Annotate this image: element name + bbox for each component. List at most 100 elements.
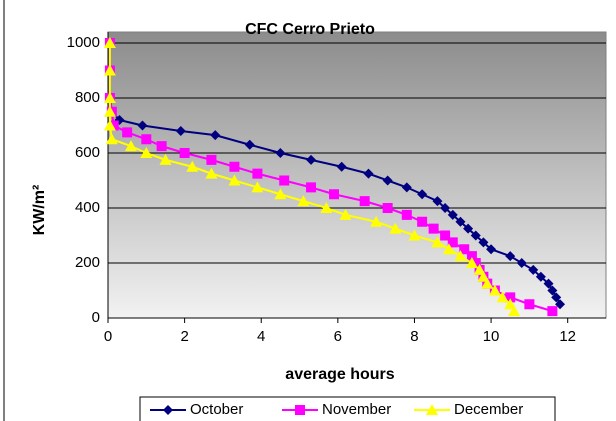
point xyxy=(210,130,221,141)
point xyxy=(440,230,451,241)
point xyxy=(555,299,566,310)
point xyxy=(428,223,439,234)
x-tick-label: 4 xyxy=(257,328,265,345)
point xyxy=(459,244,470,255)
x-tick-label: 12 xyxy=(559,328,576,345)
x-tick-label: 10 xyxy=(483,328,500,345)
point xyxy=(382,175,393,186)
point xyxy=(543,278,554,289)
point xyxy=(551,292,562,303)
point xyxy=(229,161,240,172)
point xyxy=(370,215,383,227)
point xyxy=(297,195,310,207)
point xyxy=(159,153,172,165)
legend-label: December xyxy=(454,401,523,418)
point xyxy=(547,285,558,296)
point xyxy=(175,126,186,136)
point xyxy=(504,298,517,310)
point xyxy=(105,133,118,145)
point xyxy=(455,216,466,227)
point xyxy=(103,37,116,48)
point xyxy=(477,270,490,282)
point xyxy=(124,140,137,152)
point xyxy=(103,119,116,131)
point xyxy=(478,237,489,248)
x-tick-label: 8 xyxy=(410,328,418,345)
point xyxy=(465,257,478,268)
legend-marker xyxy=(295,405,305,415)
legend-label: November xyxy=(322,401,391,418)
point xyxy=(228,174,241,186)
point xyxy=(454,250,467,262)
point xyxy=(306,182,317,193)
y-tick-label: 800 xyxy=(75,89,100,106)
point xyxy=(486,244,497,255)
point xyxy=(389,222,402,234)
point xyxy=(382,203,393,213)
point xyxy=(528,264,539,275)
point xyxy=(363,168,374,179)
point xyxy=(306,154,317,165)
point xyxy=(488,284,501,296)
point xyxy=(206,154,217,165)
point xyxy=(547,306,558,317)
y-tick-label: 200 xyxy=(75,254,100,271)
point xyxy=(508,305,521,317)
point xyxy=(505,251,516,262)
x-axis-label: average hours xyxy=(285,366,394,383)
x-tick-label: 2 xyxy=(180,328,188,345)
y-axis-label: KW/m² xyxy=(31,185,48,236)
point xyxy=(179,148,190,158)
point xyxy=(535,271,546,282)
y-tick-label: 600 xyxy=(75,144,100,161)
point xyxy=(481,277,494,289)
point xyxy=(417,189,428,200)
y-tick-label: 400 xyxy=(75,199,100,216)
point xyxy=(359,196,370,207)
point xyxy=(275,148,286,158)
point xyxy=(505,292,516,303)
point xyxy=(408,229,421,241)
x-tick-label: 0 xyxy=(104,328,112,345)
point xyxy=(329,189,340,200)
legend-marker xyxy=(163,405,173,415)
legend xyxy=(139,396,556,421)
point xyxy=(473,263,486,275)
point xyxy=(137,120,148,131)
point xyxy=(320,202,333,213)
legend-label: October xyxy=(190,401,243,418)
legend-marker xyxy=(426,404,438,415)
point xyxy=(463,223,474,234)
point xyxy=(205,167,218,179)
point xyxy=(140,147,153,158)
point xyxy=(401,209,412,220)
point xyxy=(496,291,509,303)
point xyxy=(524,299,535,310)
point xyxy=(401,182,412,193)
point xyxy=(251,181,264,193)
point xyxy=(244,139,255,150)
point xyxy=(279,175,290,186)
point xyxy=(103,92,116,103)
point xyxy=(252,168,263,179)
point xyxy=(470,230,481,241)
chart-title: CFC Cerro Prieto xyxy=(245,21,375,38)
point xyxy=(103,64,116,76)
point xyxy=(447,209,458,220)
point xyxy=(274,188,287,200)
point xyxy=(122,127,133,138)
point xyxy=(186,160,199,172)
y-tick-label: 0 xyxy=(92,309,100,326)
point xyxy=(447,237,458,248)
point xyxy=(440,203,451,213)
point xyxy=(432,196,443,207)
point xyxy=(141,134,152,145)
point xyxy=(516,258,527,268)
x-tick-label: 6 xyxy=(334,328,342,345)
point xyxy=(431,236,444,248)
point xyxy=(336,161,347,172)
y-tick-label: 1000 xyxy=(67,34,100,51)
point xyxy=(417,216,428,227)
point xyxy=(442,243,455,255)
